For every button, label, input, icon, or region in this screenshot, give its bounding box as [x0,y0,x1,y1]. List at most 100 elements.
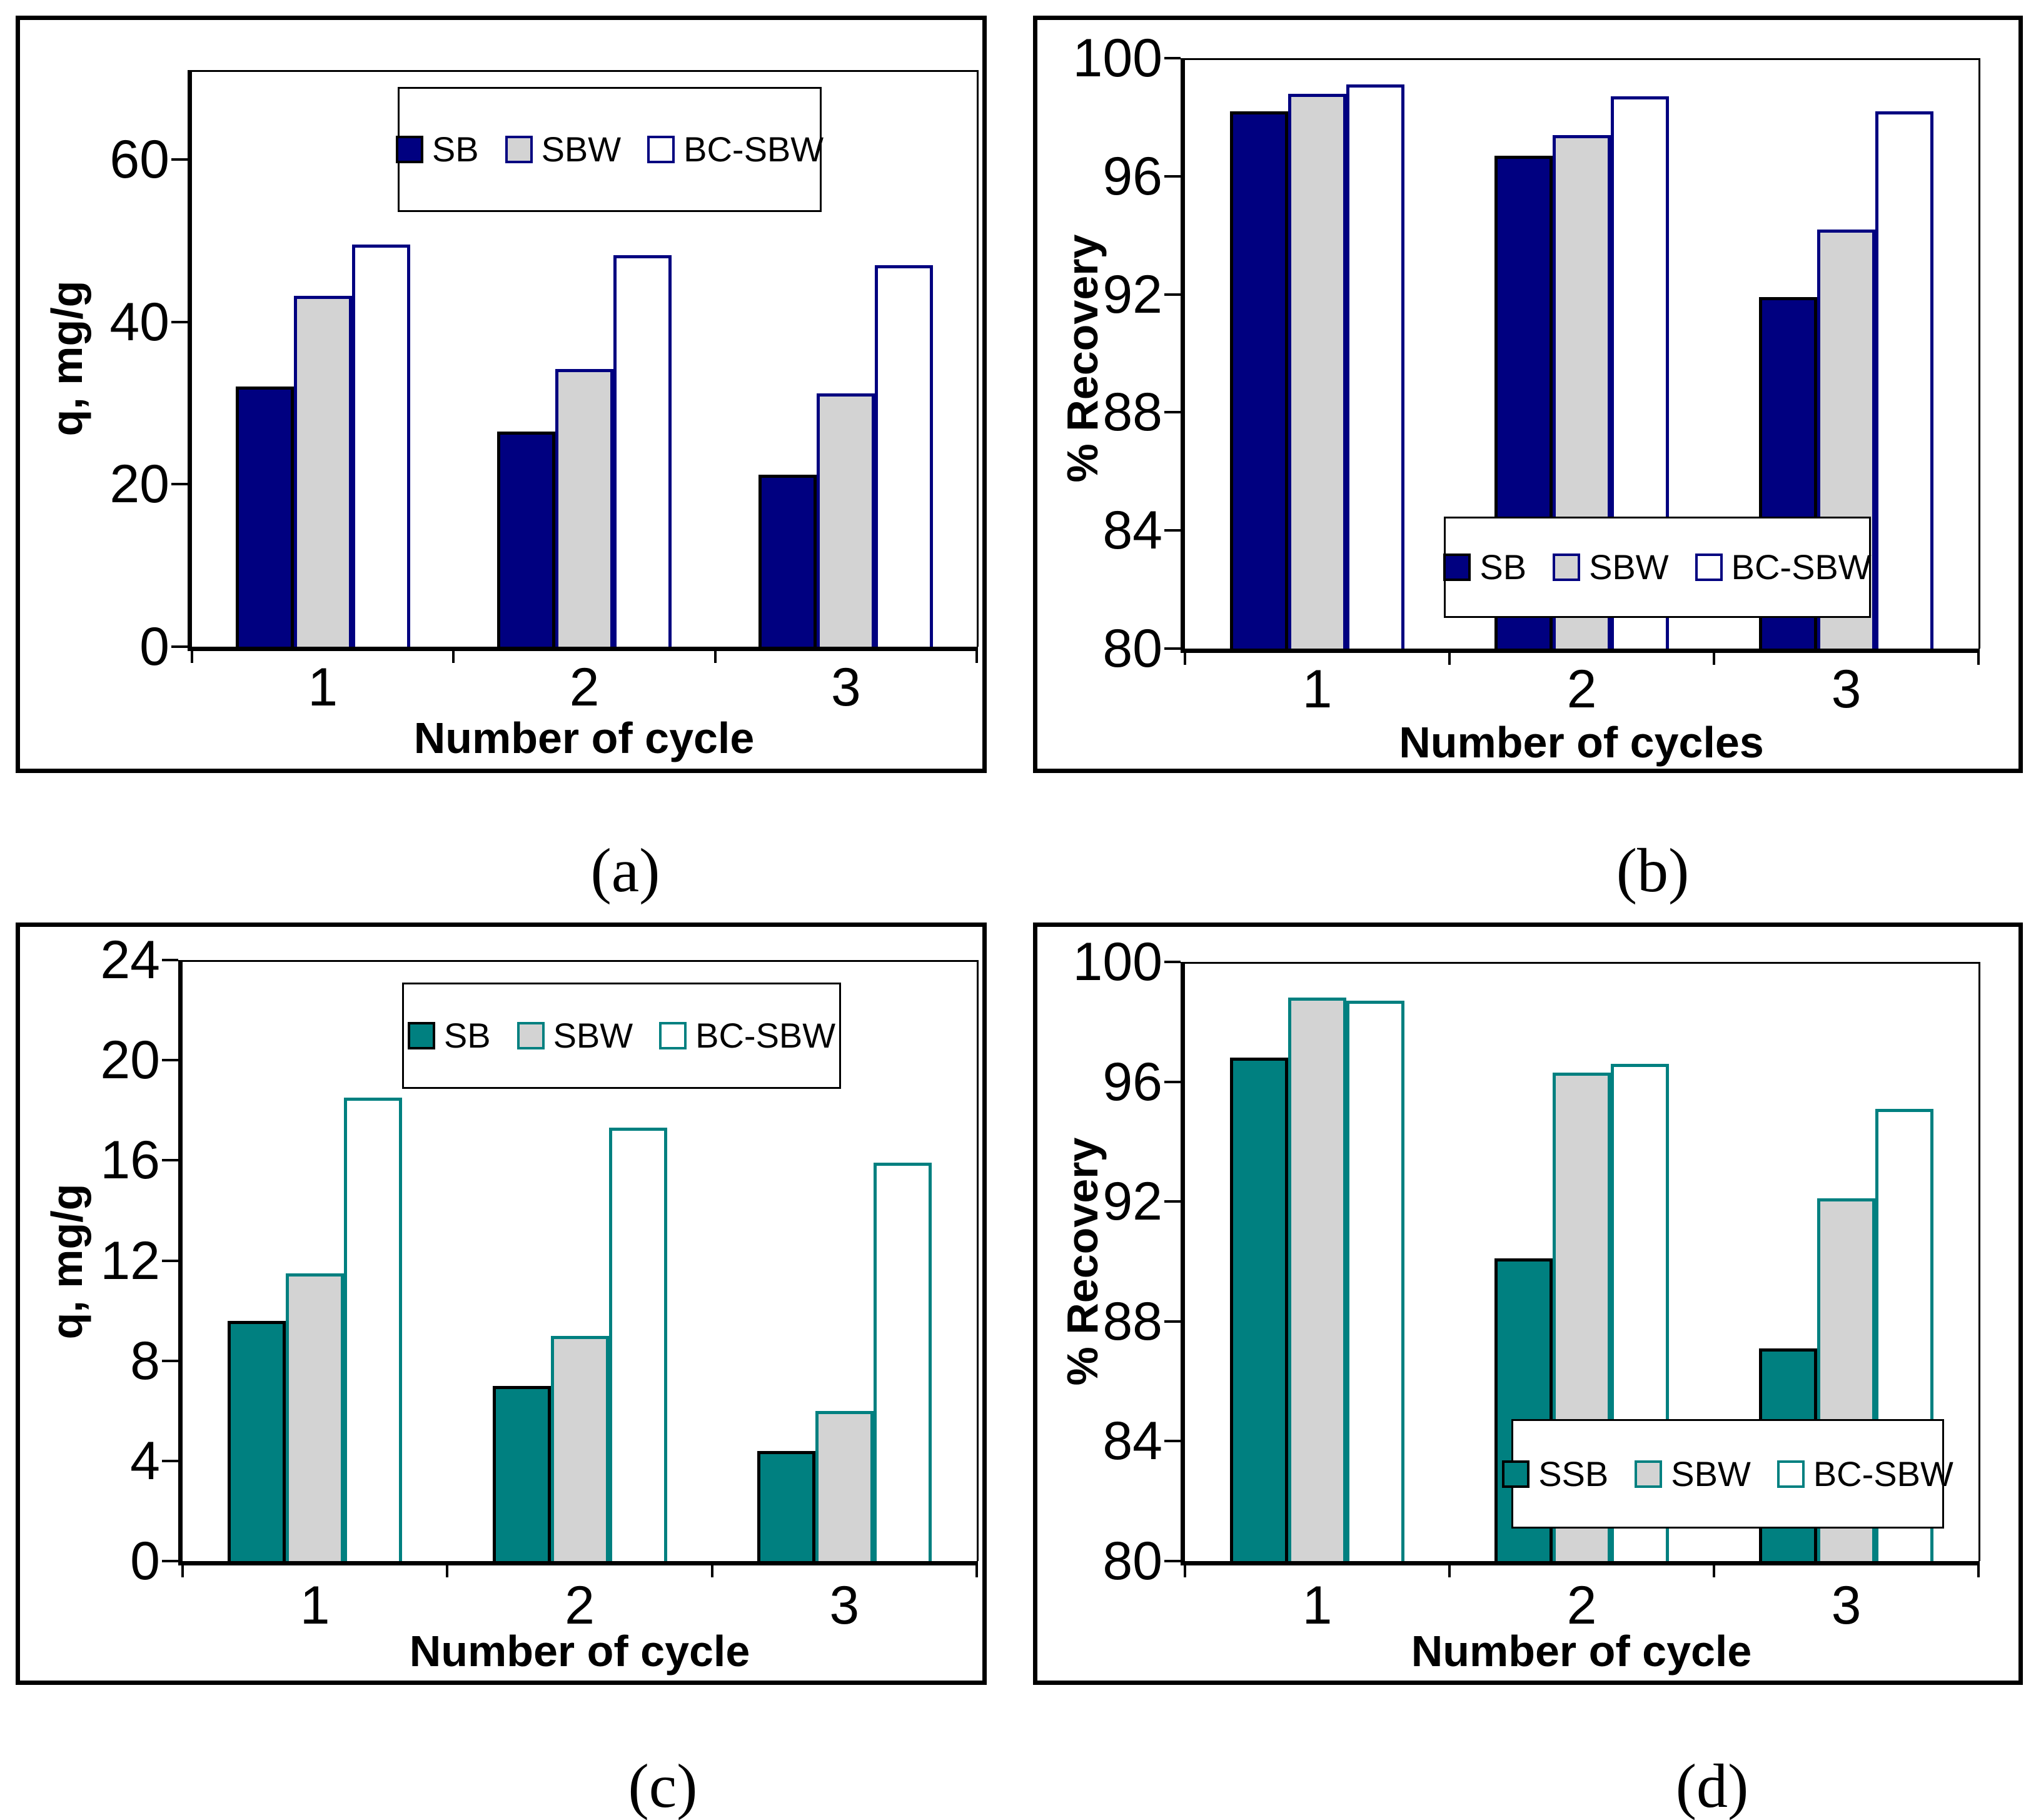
chart-panel-d: % Recovery Number of cycle SSB SBW BC-SBW … [1033,923,2023,1685]
plot-area-a [171,70,979,663]
bar-SB-cycle-3 [758,474,817,647]
x-axis-title-c: Number of cycle [409,1627,750,1676]
y-tick-label: 20 [100,1030,160,1091]
plot-area-c [162,959,979,1577]
y-tick-mark [171,645,188,648]
x-axis-title-d: Number of cycle [1411,1627,1752,1676]
bar-BC-SBW-cycle-3 [875,265,934,647]
y-tick-mark [1164,57,1181,59]
y-axis-line [188,70,192,651]
x-tick-mark [1184,649,1186,665]
x-tick-label: 1 [1302,659,1333,719]
legend-label-SB: SB [443,1016,491,1055]
legend-label-SBW: SBW [1671,1453,1751,1494]
legend-item-SSB: SSB [1502,1456,1608,1492]
plot-right-edge [1978,58,1980,649]
x-tick-mark [191,647,193,663]
y-tick-mark [162,1359,178,1362]
plot-top-edge [192,70,977,72]
y-tick-label: 96 [1102,146,1162,206]
legend-label-BC-SBW: BC-SBW [1731,547,1872,587]
plot-top-edge [1185,58,1978,60]
x-tick-label: 3 [829,1575,860,1635]
legend-item-BC-SBW: BC-SBW [647,132,824,167]
y-axis-line [1181,962,1185,1565]
legend-swatch-SSB [1502,1460,1530,1488]
bar-BC-SBW-cycle-1 [1346,84,1404,649]
y-tick-mark [1164,1440,1181,1443]
y-tick-mark [1164,293,1181,296]
y-tick-mark [171,158,188,161]
x-tick-mark [975,1561,978,1577]
y-tick-mark [171,320,188,323]
x-tick-mark [452,647,455,663]
bar-BC-SBW-cycle-1 [351,245,410,647]
x-tick-mark [1713,1561,1715,1577]
bar-SBW-cycle-1 [1288,998,1346,1561]
y-tick-mark [162,1059,178,1062]
y-tick-mark [162,1459,178,1462]
bar-BC-SBW-cycle-2 [608,1128,667,1561]
subfigure-label-d: (d) [1675,1751,1749,1820]
subfigure-label-b: (b) [1616,836,1690,905]
bar-SBW-cycle-1 [286,1273,345,1561]
y-tick-mark [1164,1200,1181,1203]
legend-swatch-SBW [1635,1460,1663,1488]
legend-label-BC-SBW: BC-SBW [695,1016,836,1055]
x-tick-label: 2 [569,657,600,717]
y-tick-mark [1164,529,1181,532]
legend-swatch-BC-SBW [647,136,675,163]
y-tick-mark [1164,647,1181,650]
x-tick-label: 3 [830,657,861,717]
x-tick-mark [975,647,978,663]
y-tick-label: 12 [100,1230,160,1291]
y-tick-label: 8 [130,1330,160,1391]
x-tick-mark [1448,1561,1451,1577]
subfigure-label-c: (c) [628,1751,698,1820]
plot-right-edge [977,960,979,1561]
bar-SB-cycle-1 [228,1320,286,1561]
y-tick-label: 0 [139,617,169,677]
legend-swatch-SBW [1553,554,1581,581]
legend-b: SB SBW BC-SBW [1443,517,1872,618]
y-tick-mark [1164,961,1181,963]
x-tick-label: 2 [565,1575,595,1635]
x-tick-mark [1977,649,1980,665]
x-tick-mark [446,1561,449,1577]
x-tick-label: 1 [300,1575,330,1635]
y-tick-mark [162,1560,178,1562]
y-tick-mark [1164,174,1181,178]
y-tick-mark [1164,411,1181,414]
plot-top-edge [1185,962,1978,964]
legend-item-SBW: SBW [1553,550,1669,585]
x-axis-line [178,1561,977,1565]
y-tick-label: 88 [1102,382,1162,443]
x-axis-line [1181,649,1978,653]
y-tick-label: 100 [1072,932,1163,992]
legend-item-BC-SBW: BC-SBW [1776,1456,1953,1492]
legend-item-BC-SBW: BC-SBW [659,1018,835,1053]
legend-label-BC-SBW: BC-SBW [683,129,824,169]
x-tick-label: 1 [308,657,338,717]
bar-SBW-cycle-2 [550,1335,609,1561]
y-tick-label: 80 [1102,1531,1162,1591]
bar-BC-SBW-cycle-2 [613,255,672,647]
x-tick-mark [710,1561,713,1577]
y-tick-label: 84 [1102,1411,1162,1472]
legend-swatch-SB [1443,554,1471,581]
legend-swatch-BC-SBW [1695,554,1723,581]
x-tick-label: 2 [1566,1575,1597,1635]
x-tick-mark [1977,1561,1980,1577]
y-tick-label: 60 [109,129,169,190]
bar-SB-cycle-1 [1230,111,1288,649]
legend-swatch-BC-SBW [1776,1460,1805,1488]
x-tick-label: 1 [1302,1575,1333,1635]
bar-SB-cycle-1 [235,387,294,647]
y-tick-mark [1164,1560,1181,1562]
y-tick-label: 92 [1102,1171,1162,1232]
bar-BC-SBW-cycle-1 [1346,1001,1404,1561]
x-tick-label: 3 [1831,1575,1862,1635]
x-axis-line [188,647,977,651]
bar-SB-cycle-2 [492,1385,551,1561]
